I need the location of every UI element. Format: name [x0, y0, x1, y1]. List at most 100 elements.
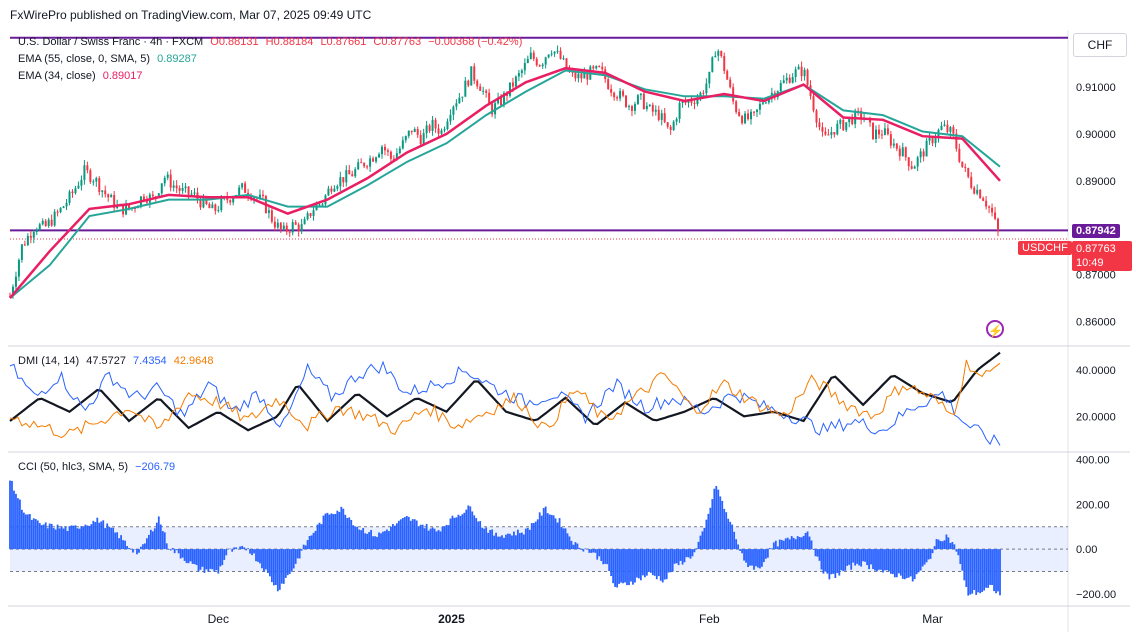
cci-bar	[324, 513, 327, 550]
adx-value: 47.5727	[86, 355, 126, 367]
cci-bar	[812, 549, 815, 550]
cci-bar	[667, 549, 670, 573]
cci-bar	[943, 540, 946, 550]
cci-bar	[653, 549, 656, 576]
cci-bar	[560, 527, 563, 550]
cci-bar	[259, 549, 261, 564]
candle-body	[187, 186, 190, 195]
cci-bar	[231, 549, 234, 552]
cci-bar	[828, 549, 831, 580]
cci-bar	[453, 517, 456, 550]
cci-bar	[542, 508, 545, 550]
candle-body	[357, 162, 360, 170]
time-tick-label: Feb	[699, 612, 720, 626]
candle-body	[333, 188, 336, 192]
candle-body	[348, 170, 351, 175]
dmi-legend[interactable]: DMI (14, 14) 47.5727 7.4354 42.9648	[18, 355, 218, 367]
candle-body	[904, 147, 907, 158]
cci-bar	[632, 549, 634, 585]
cci-bar	[485, 527, 488, 550]
cci-bar	[727, 518, 730, 550]
cci-bar	[384, 531, 386, 550]
candle-body	[56, 211, 59, 213]
cci-bar	[30, 519, 33, 550]
lightning-icon[interactable]: ⚡	[986, 320, 1004, 338]
candle-body	[669, 126, 672, 131]
cci-bar	[15, 493, 17, 550]
cci-bar	[479, 521, 482, 550]
cci-bar	[155, 522, 158, 550]
cci-bar	[651, 549, 654, 576]
ema34-legend[interactable]: EMA (34, close) 0.89017	[18, 70, 146, 82]
main-legend[interactable]: U.S. Dollar / Swiss Franc · 4h · FXCM O0…	[18, 36, 526, 48]
currency-button[interactable]: CHF	[1073, 33, 1127, 57]
cci-bar	[677, 549, 680, 566]
cci-bar	[306, 540, 309, 550]
cci-bar	[360, 530, 363, 550]
candle-body	[500, 97, 503, 106]
cci-bar	[136, 549, 138, 555]
candle-body	[241, 183, 244, 188]
cci-bar	[604, 549, 607, 564]
cci-bar	[681, 549, 684, 565]
cci-bar	[647, 549, 650, 572]
cci-bar	[74, 525, 77, 550]
cci-bar	[747, 549, 749, 568]
cci-legend[interactable]: CCI (50, hlc3, SMA, 5) −206.79	[18, 461, 179, 473]
cci-bar	[38, 523, 41, 550]
candle-body	[514, 76, 517, 87]
candle-body	[895, 143, 898, 149]
candle-body	[321, 204, 324, 206]
cci-bar	[590, 549, 593, 553]
cci-bar	[308, 536, 311, 550]
cci-bar	[145, 538, 148, 550]
cci-bar	[951, 541, 954, 550]
cci-bar	[46, 528, 49, 550]
candle-body	[815, 110, 818, 123]
cci-bar	[909, 549, 912, 577]
cci-bar	[804, 532, 807, 550]
ema55-legend[interactable]: EMA (55, close, 0, SMA, 5) 0.89287	[18, 53, 201, 65]
cci-bar	[618, 549, 620, 584]
candle-body	[44, 220, 47, 226]
cci-bar	[826, 549, 829, 574]
candle-body	[508, 82, 511, 96]
cci-bar	[463, 512, 466, 550]
candle-body	[413, 129, 416, 133]
cci-bar	[891, 549, 894, 575]
cci-bar	[628, 549, 630, 586]
cci-bar	[481, 527, 484, 550]
cci-bar	[332, 514, 335, 550]
cci-bar	[318, 522, 321, 550]
candle-body	[261, 194, 264, 197]
cci-bar	[54, 529, 57, 550]
cci-bar	[26, 514, 29, 550]
cci-bar	[991, 549, 993, 585]
candle-body	[877, 129, 880, 135]
candle-body	[758, 103, 761, 110]
cci-bar	[356, 526, 359, 550]
cci-bar	[80, 526, 83, 550]
candle-body	[166, 174, 169, 178]
cci-bar	[207, 549, 210, 572]
cci-bar	[298, 549, 301, 559]
candle-body	[461, 96, 464, 98]
cci-bar	[433, 528, 436, 550]
cci-bar	[886, 549, 888, 571]
candle-body	[71, 191, 74, 194]
candle-body	[279, 222, 282, 229]
cci-bar	[501, 535, 503, 550]
cci-bar	[270, 549, 273, 583]
candle-body	[267, 210, 270, 213]
cci-bar	[790, 536, 793, 550]
cci-bar	[108, 526, 111, 550]
price-tick-label: 0.91000	[1076, 82, 1116, 94]
cci-bar	[929, 549, 932, 559]
cci-bar	[751, 549, 753, 566]
candle-body	[964, 166, 967, 169]
cci-value: −206.79	[135, 461, 176, 473]
cci-bar	[50, 523, 53, 550]
cci-bar	[511, 535, 513, 550]
candle-body	[639, 93, 642, 96]
